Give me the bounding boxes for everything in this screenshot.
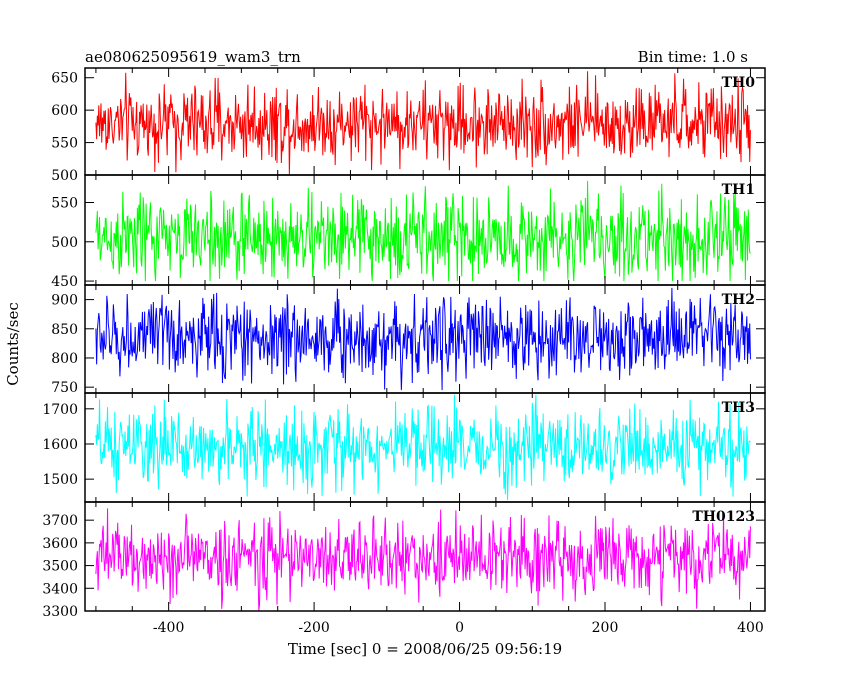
y-tick-label: 800 xyxy=(51,351,78,367)
y-tick-label: 450 xyxy=(51,274,78,290)
y-tick-label: 3300 xyxy=(42,604,78,620)
x-tick-label: 400 xyxy=(737,620,764,636)
y-tick-label: 1500 xyxy=(42,472,78,488)
y-tick-label: 600 xyxy=(51,103,78,119)
x-tick-label: 200 xyxy=(592,620,619,636)
y-tick-label: 550 xyxy=(51,196,78,212)
y-tick-label: 3500 xyxy=(42,559,78,575)
series-line-th0 xyxy=(95,71,751,176)
bin-time-label: Bin time: 1.0 s xyxy=(638,48,748,66)
panel-label-th3: TH3 xyxy=(722,400,755,416)
panel-frame xyxy=(84,501,766,612)
y-tick-label: 550 xyxy=(51,136,78,152)
series-line-th0123 xyxy=(95,508,751,612)
x-tick-label: -400 xyxy=(153,620,184,636)
y-tick-label: 3700 xyxy=(42,513,78,529)
y-tick-label: 750 xyxy=(51,380,78,396)
panel-label-th0123: TH0123 xyxy=(692,509,755,525)
y-tick-label: 500 xyxy=(51,168,78,184)
plot-panels: 500 550 600 650 TH0 450 500 550 TH1 750 800 850 900 T… xyxy=(42,67,766,636)
panel-label-th0: TH0 xyxy=(722,75,756,91)
y-tick-label: 500 xyxy=(51,235,78,251)
y-tick-label: 850 xyxy=(51,322,78,338)
panel-label-th2: TH2 xyxy=(722,292,755,308)
chart-title: ae080625095619_wam3_trn xyxy=(85,48,301,66)
x-axis-label: Time [sec] 0 = 2008/06/25 09:56:19 xyxy=(288,640,562,658)
x-tick-label: -200 xyxy=(298,620,329,636)
series-line-th2 xyxy=(95,287,751,391)
x-tick-label: 0 xyxy=(455,620,464,636)
y-tick-label: 3400 xyxy=(42,581,78,597)
y-tick-label: 1700 xyxy=(42,402,78,418)
panel-label-th1: TH1 xyxy=(722,182,755,198)
series-line-th1 xyxy=(95,180,751,282)
series-line-th3 xyxy=(95,394,751,501)
y-axis-label: Counts/sec xyxy=(4,302,22,386)
y-tick-label: 900 xyxy=(51,293,78,309)
y-tick-label: 1600 xyxy=(42,437,78,453)
y-tick-label: 650 xyxy=(51,71,78,87)
y-tick-label: 3600 xyxy=(42,536,78,552)
